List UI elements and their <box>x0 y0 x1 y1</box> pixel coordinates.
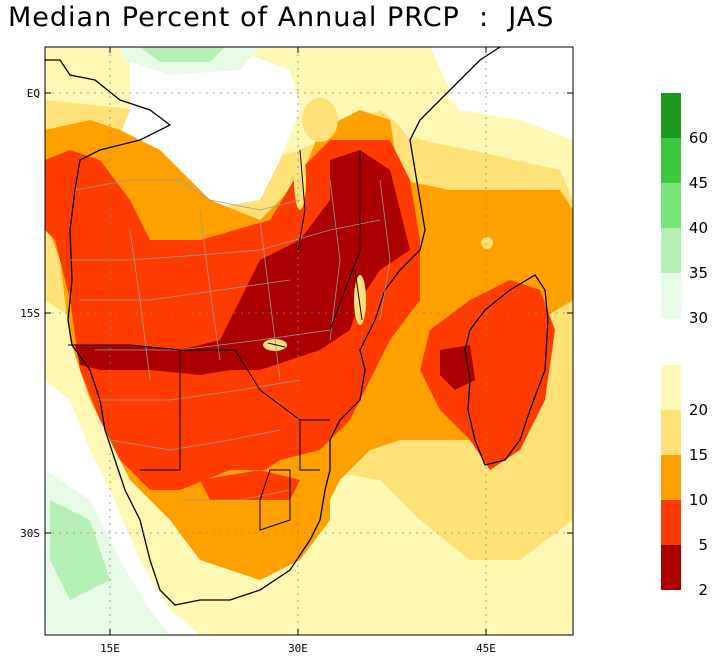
map-fill <box>45 47 573 635</box>
legend-wet-label: 45 <box>689 174 708 192</box>
legend-wet-group: 60 45 40 35 30 <box>661 93 708 327</box>
legend-wet-swatch <box>661 228 681 273</box>
legend-dry-label: 15 <box>689 446 708 464</box>
lake-tanganyika-zone <box>294 150 306 210</box>
legend-wet-label: 35 <box>689 264 708 282</box>
ocean-blob <box>481 237 493 249</box>
legend-dry-label: 5 <box>698 536 708 554</box>
legend-dry-label: 20 <box>689 401 708 419</box>
zone-sw-green2 <box>50 500 110 600</box>
lat-label-30s: 30S <box>20 527 40 540</box>
legend-wet-label: 60 <box>689 129 708 147</box>
map-frame <box>44 46 574 636</box>
legend-dry-group: 20 15 10 5 2 <box>661 365 708 599</box>
legend-wet-swatch <box>661 273 681 318</box>
zone-south-red <box>200 470 300 500</box>
country-borders <box>68 150 361 531</box>
zone-east-yellow <box>380 47 450 140</box>
lon-label-45e: 45E <box>476 642 496 655</box>
legend-wet-swatch <box>661 138 681 183</box>
legend-dry-swatch <box>661 410 681 455</box>
lon-label-15e: 15E <box>100 642 120 655</box>
legend-wet-swatch <box>661 183 681 228</box>
madagascar-coast <box>464 274 549 466</box>
legend-dry-swatch <box>661 545 681 590</box>
legend-dry-swatch <box>661 365 681 410</box>
zone-mada-red <box>420 280 555 470</box>
zone-north-green2 <box>140 47 225 62</box>
tick-marks <box>45 47 573 635</box>
legend-dry-swatch <box>661 455 681 500</box>
legend-dry-label: 10 <box>689 491 708 509</box>
legend-wet-label: 40 <box>689 219 708 237</box>
legend-wet-swatch <box>661 93 681 138</box>
zone-east-white <box>420 47 573 140</box>
borders <box>70 179 391 501</box>
lake-victoria-zone <box>302 98 338 142</box>
lat-label-eq: EQ <box>27 87 40 100</box>
map-lines <box>45 47 549 606</box>
legend-dry-swatch <box>661 500 681 545</box>
zone-lt2 <box>75 150 410 375</box>
map-title: Median Percent of Annual PRCP : JAS <box>8 2 555 33</box>
coastline <box>45 47 501 606</box>
legend-dry-label: 2 <box>698 581 708 599</box>
legend-wet-label: 30 <box>689 309 708 327</box>
lake-outlines <box>267 149 363 348</box>
lat-label-15s: 15S <box>20 307 40 320</box>
lon-label-30e: 30E <box>288 642 308 655</box>
gridlines <box>45 47 573 635</box>
